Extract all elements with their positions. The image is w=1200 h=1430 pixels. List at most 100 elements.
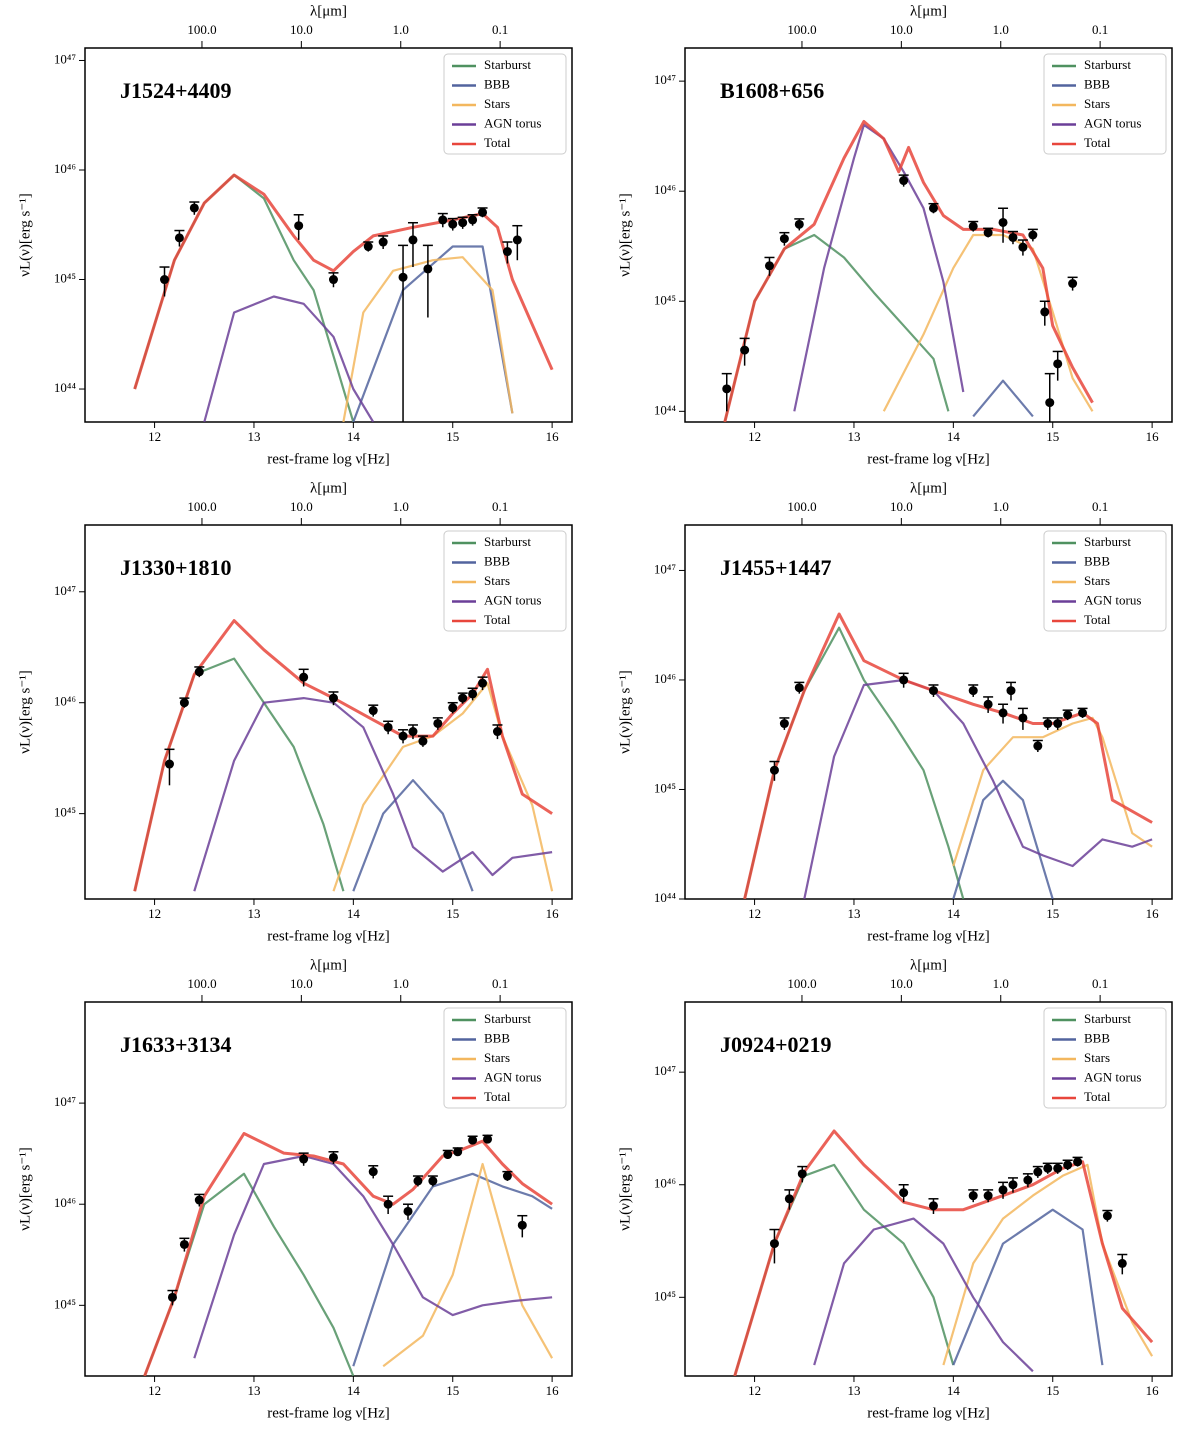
- y-axis-label: νL(ν)[erg s⁻¹]: [17, 193, 33, 277]
- y-axis-label: νL(ν)[erg s⁻¹]: [617, 1147, 633, 1231]
- data-point: [1073, 1157, 1083, 1167]
- data-point: [468, 689, 478, 699]
- data-point: [1053, 359, 1063, 369]
- x-tick-label: 13: [847, 906, 860, 921]
- x2-tick-label: 1.0: [393, 499, 409, 514]
- legend-label: Total: [484, 135, 511, 150]
- data-point: [443, 1150, 453, 1160]
- x2-tick-label: 100.0: [187, 499, 216, 514]
- x-tick-label: 14: [347, 429, 361, 444]
- sed-curve: [743, 612, 1153, 899]
- legend-label: Total: [484, 1089, 511, 1104]
- panel: 12 13 14 15 16 rest-frame log ν[Hz] 100.0 10.0 1…: [617, 3, 1173, 467]
- data-point: [517, 1220, 527, 1230]
- data-point: [1068, 279, 1078, 289]
- x2-axis-label: λ[μm]: [910, 957, 947, 973]
- data-point: [1117, 1258, 1127, 1268]
- x-tick-label: 12: [748, 1383, 761, 1398]
- data-point: [458, 693, 468, 703]
- data-point: [328, 275, 338, 285]
- data-point: [418, 736, 428, 746]
- data-point: [1053, 1163, 1063, 1173]
- x-axis-label: rest-frame log ν[Hz]: [267, 1405, 390, 1421]
- data-point: [468, 215, 478, 225]
- sed-curve: [332, 682, 554, 892]
- y-tick-label: 10⁴⁶: [654, 671, 676, 686]
- x2-tick-label: 1.0: [393, 22, 409, 37]
- y-tick-label: 10⁴⁶: [54, 1195, 76, 1210]
- data-point: [363, 242, 373, 252]
- data-point: [784, 1194, 794, 1204]
- legend-label: Starburst: [484, 57, 531, 72]
- legend-label: Total: [1084, 1089, 1111, 1104]
- sed-curve: [352, 779, 474, 892]
- sed-curve: [193, 697, 553, 892]
- data-point: [458, 218, 468, 228]
- data-point: [983, 1191, 993, 1201]
- data-point: [179, 698, 189, 708]
- y-axis-label: νL(ν)[erg s⁻¹]: [17, 670, 33, 754]
- plot-area: [143, 1132, 554, 1376]
- panel: 12 13 14 15 16 rest-frame log ν[Hz] 100.0 10.0 1…: [17, 480, 573, 944]
- x-tick-label: 14: [947, 1383, 961, 1398]
- x-tick-label: 15: [446, 429, 459, 444]
- legend-label: BBB: [1084, 76, 1110, 91]
- plot-frame: [684, 524, 1173, 900]
- y-tick-label: 10⁴⁷: [54, 51, 76, 66]
- data-point: [512, 235, 522, 245]
- panel: 12 13 14 15 16 rest-frame log ν[Hz] 100.0 10.0 1…: [617, 480, 1173, 944]
- data-point: [968, 1191, 978, 1201]
- x-tick-label: 14: [347, 1383, 361, 1398]
- x2-tick-label: 100.0: [787, 976, 816, 991]
- x2-tick-label: 0.1: [1092, 22, 1108, 37]
- panel-title: J1330+1810: [120, 555, 232, 580]
- panel: 12 13 14 15 16 rest-frame log ν[Hz] 100.0 10.0 1…: [617, 957, 1173, 1421]
- data-point: [492, 727, 502, 737]
- data-point: [983, 228, 993, 238]
- data-point: [378, 237, 388, 247]
- x-tick-label: 16: [1146, 1383, 1160, 1398]
- data-point: [1028, 230, 1038, 240]
- x2-axis-label: λ[μm]: [310, 957, 347, 973]
- x-axis-label: rest-frame log ν[Hz]: [867, 1405, 990, 1421]
- data-point: [779, 719, 789, 729]
- sed-curve: [723, 120, 1094, 422]
- data-point: [1043, 1163, 1053, 1173]
- sed-curve: [793, 123, 965, 412]
- data-point: [502, 1171, 512, 1181]
- data-point: [294, 221, 304, 231]
- y-tick-label: 10⁴⁵: [654, 780, 676, 795]
- legend-label: BBB: [484, 553, 510, 568]
- legend-label: Starburst: [1084, 57, 1131, 72]
- data-point: [1040, 307, 1050, 317]
- x-tick-label: 16: [546, 1383, 560, 1398]
- panel-title: B1608+656: [720, 78, 824, 103]
- data-point: [368, 706, 378, 716]
- data-point: [164, 759, 174, 769]
- y-tick-label: 10⁴⁵: [54, 805, 76, 820]
- data-point: [398, 731, 408, 741]
- legend-label: Stars: [484, 96, 510, 111]
- data-point: [478, 207, 488, 217]
- sed-curve: [193, 1154, 553, 1359]
- y-tick-label: 10⁴⁷: [54, 1094, 76, 1109]
- y-tick-label: 10⁴⁶: [54, 694, 76, 709]
- x-axis-label: rest-frame log ν[Hz]: [867, 928, 990, 944]
- x-tick-label: 15: [1046, 906, 1059, 921]
- x-tick-label: 16: [546, 429, 560, 444]
- x-tick-label: 12: [148, 429, 161, 444]
- x2-axis-label: λ[μm]: [310, 480, 347, 496]
- data-point: [428, 1176, 438, 1186]
- x2-tick-label: 0.1: [492, 22, 508, 37]
- data-point: [1063, 1160, 1073, 1170]
- x-tick-label: 15: [446, 906, 459, 921]
- x-tick-label: 13: [247, 1383, 260, 1398]
- x2-tick-label: 10.0: [890, 22, 913, 37]
- legend-label: AGN torus: [1084, 592, 1141, 607]
- data-point: [1078, 708, 1088, 718]
- legend-label: Stars: [484, 573, 510, 588]
- y-axis-label: νL(ν)[erg s⁻¹]: [617, 670, 633, 754]
- x2-tick-label: 10.0: [290, 22, 313, 37]
- sed-curve: [352, 245, 514, 422]
- legend-label: Starburst: [1084, 534, 1131, 549]
